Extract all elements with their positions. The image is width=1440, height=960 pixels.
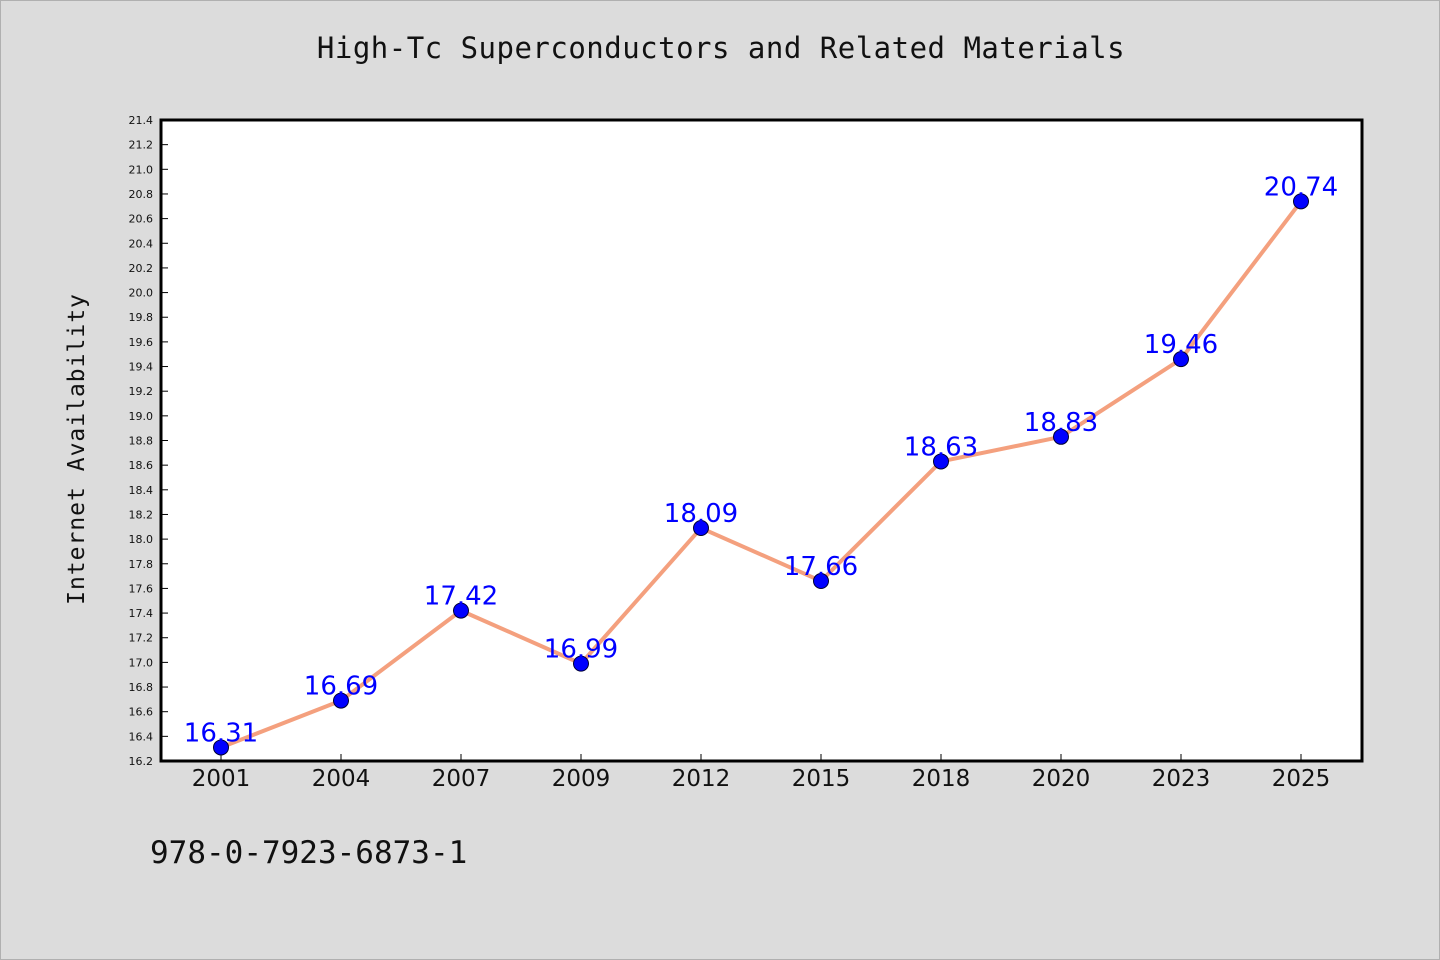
y-tick-label: 19.0 bbox=[129, 410, 154, 423]
y-tick-label: 16.4 bbox=[129, 730, 154, 743]
y-tick-label: 17.6 bbox=[129, 582, 154, 595]
x-tick-label: 2004 bbox=[312, 766, 371, 792]
plot-area bbox=[159, 118, 1364, 763]
data-label: 19.46 bbox=[1144, 330, 1218, 360]
data-point bbox=[693, 520, 709, 537]
y-tick-label: 18.6 bbox=[129, 459, 154, 472]
y-tick-label: 19.8 bbox=[129, 311, 154, 324]
y-tick-label: 21.4 bbox=[129, 114, 154, 127]
y-tick-label: 20.6 bbox=[129, 213, 154, 226]
y-tick-label: 18.2 bbox=[129, 508, 154, 521]
series-line bbox=[219, 199, 1303, 750]
y-tick-label: 17.0 bbox=[129, 656, 154, 669]
data-label: 18.63 bbox=[904, 432, 978, 462]
y-tick-label: 20.0 bbox=[129, 287, 154, 300]
y-tick-label: 20.8 bbox=[129, 188, 154, 201]
y-tick-label: 17.8 bbox=[129, 558, 154, 571]
data-point bbox=[1293, 193, 1309, 210]
data-point bbox=[933, 453, 949, 470]
data-label: 17.42 bbox=[424, 582, 498, 612]
y-tick-label: 18.8 bbox=[129, 435, 154, 448]
data-point bbox=[213, 739, 229, 756]
y-tick-label: 16.8 bbox=[129, 681, 154, 694]
data-label: 17.66 bbox=[784, 552, 858, 582]
x-axis-ticks: 2001 2004 2007 2009 2012 2015 2018 2020 2023 2025 bbox=[192, 754, 1331, 792]
x-tick-label: 2020 bbox=[1032, 766, 1091, 792]
data-label: 20.74 bbox=[1264, 172, 1338, 202]
y-tick-label: 21.2 bbox=[129, 139, 154, 152]
series-markers bbox=[213, 193, 1309, 756]
y-tick-label: 16.2 bbox=[129, 755, 154, 768]
data-point bbox=[453, 602, 469, 619]
x-tick-label: 2018 bbox=[912, 766, 971, 792]
data-label: 18.09 bbox=[664, 499, 738, 529]
x-tick-label: 2001 bbox=[192, 766, 251, 792]
y-tick-label: 19.4 bbox=[129, 361, 154, 374]
chart-title: High-Tc Superconductors and Related Mate… bbox=[316, 31, 1126, 65]
data-label: 18.83 bbox=[1024, 408, 1098, 438]
data-point bbox=[813, 573, 829, 590]
x-tick-label: 2012 bbox=[672, 766, 731, 792]
footer-code: 978-0-7923-6873-1 bbox=[150, 835, 468, 871]
data-point bbox=[333, 692, 349, 709]
data-label: 16.31 bbox=[184, 718, 258, 748]
y-tick-label: 21.0 bbox=[129, 163, 154, 176]
y-tick-label: 19.2 bbox=[129, 385, 154, 398]
y-tick-label: 16.6 bbox=[129, 706, 154, 719]
data-point bbox=[1053, 428, 1069, 445]
x-tick-label: 2023 bbox=[1152, 766, 1211, 792]
data-label: 16.99 bbox=[544, 635, 618, 665]
x-tick-label: 2009 bbox=[552, 766, 611, 792]
data-label: 16.69 bbox=[304, 672, 378, 702]
data-labels: 16.31 16.69 17.42 16.99 18.09 17.66 18.63 18.83… bbox=[184, 172, 1338, 748]
y-axis-ticks: 16.2 16.4 16.6 16.8 17.0 17.2 17.4 17.6 17.8 18.0… bbox=[129, 114, 168, 768]
y-tick-label: 20.2 bbox=[129, 262, 154, 275]
y-tick-label: 17.4 bbox=[129, 607, 154, 620]
y-tick-label: 17.2 bbox=[129, 632, 154, 645]
y-tick-label: 19.6 bbox=[129, 336, 154, 349]
y-tick-label: 18.0 bbox=[129, 533, 154, 546]
x-tick-label: 2015 bbox=[792, 766, 851, 792]
y-tick-label: 18.4 bbox=[129, 484, 154, 497]
data-point bbox=[1173, 351, 1189, 368]
x-tick-label: 2025 bbox=[1272, 766, 1331, 792]
x-tick-label: 2007 bbox=[432, 766, 491, 792]
y-tick-label: 20.4 bbox=[129, 237, 154, 250]
data-point bbox=[573, 655, 589, 672]
